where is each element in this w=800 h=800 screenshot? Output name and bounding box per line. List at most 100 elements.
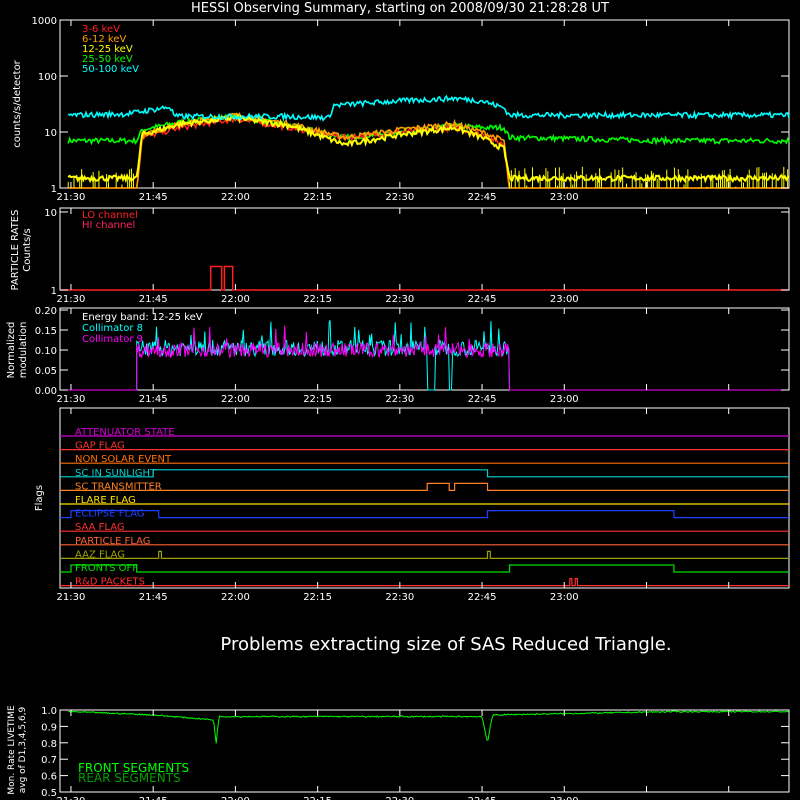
y-tick-label: 100	[38, 72, 57, 83]
particle-rates-frame	[59, 207, 790, 291]
modulation-frame	[59, 307, 790, 391]
legend-entry: FRONT SEGMENTS	[78, 761, 189, 775]
series-line-12-25-keV	[67, 113, 790, 184]
legend-entry: 50-100 keV	[82, 64, 139, 75]
x-tick-label: 22:15	[303, 796, 332, 800]
series-line-Collimator-9	[60, 325, 789, 391]
y-tick-label: 0.8	[41, 739, 57, 750]
x-tick-label: 22:45	[468, 394, 497, 405]
legend-entry: LO channel	[82, 210, 138, 221]
y-tick-label: 0.7	[41, 755, 57, 766]
flag-label: SAA FLAG	[75, 522, 125, 533]
x-tick-label: 22:30	[385, 394, 414, 405]
x-tick-label: 21:30	[57, 796, 86, 800]
count-rates-panel: 1 10 100 1000 21:30 21:45 22:00 22:15 22:30 22:4…	[12, 16, 790, 203]
count-rates-series	[67, 94, 790, 189]
flag-line	[60, 469, 789, 478]
flag-line	[60, 564, 789, 573]
x-tick-label: 21:30	[57, 192, 86, 203]
livetime-y-label-line2: avg of D1,3,4,5,6,9	[18, 706, 28, 793]
x-tick-label: 21:45	[139, 796, 168, 800]
flags-frame	[59, 407, 790, 589]
flag-label: AAZ FLAG	[75, 549, 125, 560]
x-tick-label: 21:45	[139, 394, 168, 405]
y-tick-label: 0.6	[41, 772, 57, 783]
modulation-y-label-line1: Normalized	[6, 322, 17, 379]
y-tick-label: 10	[44, 208, 57, 219]
flags-y-label: Flags	[34, 485, 45, 511]
flag-label: GAP FLAG	[75, 441, 125, 452]
particle-rates-y-label-line2: Counts/s	[22, 228, 33, 272]
x-tick-label: 22:30	[385, 592, 414, 603]
status-message: Problems extracting size of SAS Reduced …	[220, 634, 671, 655]
particle-rates-series	[60, 265, 789, 291]
x-tick-label: 22:45	[468, 592, 497, 603]
x-tick-label: 23:00	[550, 294, 579, 305]
x-tick-label: 22:45	[468, 192, 497, 203]
x-tick-label: 22:15	[303, 294, 332, 305]
x-tick-label: 21:30	[57, 294, 86, 305]
legend-entry: 25-50 keV	[82, 54, 133, 65]
x-tick-label: 22:00	[221, 592, 250, 603]
x-tick-label: 21:45	[139, 192, 168, 203]
particle-rates-panel: 110 21:30 21:45 22:00 22:15 22:30 22:45 23:00 …	[10, 207, 790, 305]
x-tick-label: 21:30	[57, 394, 86, 405]
livetime-y-ticks: 0.5 0.6 0.7 0.8 0.9 1.0	[41, 706, 789, 799]
y-tick-label: 1.0	[41, 706, 57, 717]
x-tick-label: 21:45	[139, 294, 168, 305]
x-tick-label: 22:45	[468, 294, 497, 305]
livetime-panel: 0.50.60.70.80.91.0 21:3021:4522:0022:152…	[7, 705, 790, 800]
flag-label: PARTICLE FLAG	[75, 536, 151, 547]
y-tick-label: 0.5	[41, 788, 57, 799]
particle-rates-y-label-line1: PARTICLE RATES	[10, 210, 21, 291]
x-tick-label: 22:00	[221, 796, 250, 800]
x-tick-label: 22:00	[221, 294, 250, 305]
y-tick-label: 1000	[32, 16, 57, 27]
legend-entry: 12-25 keV	[82, 44, 133, 55]
flag-label: NON SOLAR EVENT	[75, 454, 172, 465]
livetime-x-ticks: 21:30 21:45 22:00 22:15 22:30 22:45 23:00	[57, 710, 730, 800]
flag-label: SC TRANSMITTER	[75, 481, 162, 492]
particle-rates-x-ticks: 21:30 21:45 22:00 22:15 22:30 22:45 23:00	[57, 208, 730, 305]
flag-label: ECLIPSE FLAG	[75, 509, 145, 520]
flag-line	[60, 550, 789, 559]
x-tick-label: 22:00	[221, 192, 250, 203]
x-tick-label: 22:15	[303, 192, 332, 203]
count-rates-x-ticks: 21:30 21:45 22:00 22:15 22:30 22:45 23:00	[57, 20, 730, 203]
x-tick-label: 23:00	[550, 192, 579, 203]
x-tick-label: 21:45	[139, 592, 168, 603]
figure-title: HESSI Observing Summary, starting on 200…	[191, 1, 609, 16]
y-tick-label: 0.00	[35, 386, 57, 397]
legend-entry: REAR SEGMENTS	[78, 771, 181, 785]
series-line-25-50-keV	[67, 111, 790, 147]
count-rates-frame	[59, 19, 790, 189]
legend-entry: Collimator 8	[82, 323, 143, 334]
modulation-y-ticks: 0.00 0.05 0.10 0.15 0.20	[35, 306, 789, 397]
x-tick-label: 22:30	[385, 192, 414, 203]
y-tick-label: 1	[51, 184, 57, 195]
flags-series: ATTENUATOR STATE GAP FLAG NON SOLAR EVENT S…	[60, 427, 789, 588]
series-line-FRONT-SEGMENTS	[68, 710, 789, 744]
y-tick-label: 10	[44, 128, 57, 139]
legend-entry: HI channel	[82, 220, 135, 231]
flag-line	[60, 510, 789, 519]
flags-x-ticks: 21:30 21:45 22:00 22:15 22:30 22:45 23:00	[57, 408, 730, 603]
modulation-series	[60, 320, 789, 391]
x-tick-label: 21:30	[57, 592, 86, 603]
flag-label: FLARE FLAG	[75, 495, 136, 506]
x-tick-label: 22:45	[468, 796, 497, 800]
particle-rates-y-ticks: 1 10	[44, 208, 789, 297]
flag-label: R&D PACKETS	[75, 577, 145, 588]
series-line-50-100-keV	[67, 94, 790, 122]
modulation-y-label-line2: modulation	[18, 322, 29, 379]
x-tick-label: 22:15	[303, 394, 332, 405]
flag-label: FRONTS OFF	[75, 563, 138, 574]
y-tick-label: 0.20	[35, 306, 57, 317]
legend-entry: Collimator 9	[82, 334, 143, 345]
x-tick-label: 23:00	[550, 796, 579, 800]
